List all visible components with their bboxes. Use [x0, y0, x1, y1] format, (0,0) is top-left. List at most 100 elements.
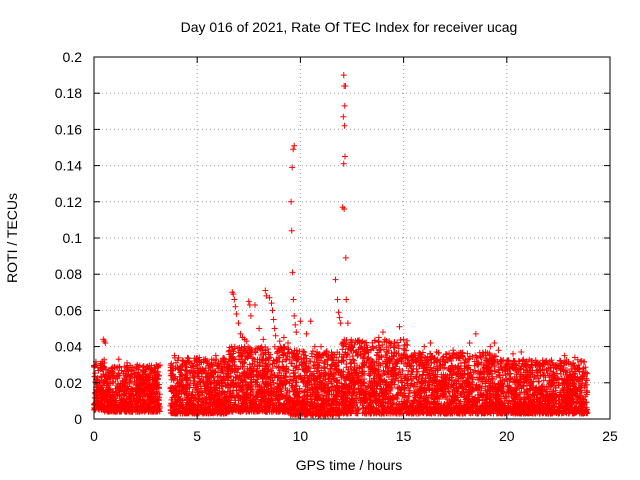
band-point: [274, 373, 281, 380]
band-point: [120, 390, 127, 397]
band-point: [226, 403, 233, 410]
band-point: [91, 402, 98, 409]
band-point: [191, 395, 198, 402]
band-point: [253, 405, 260, 412]
band-point: [154, 369, 161, 376]
band-point: [233, 392, 240, 399]
band-point: [122, 398, 129, 405]
band-point: [156, 391, 163, 398]
band-point: [123, 364, 130, 371]
band-point: [247, 371, 254, 378]
band-point: [149, 367, 156, 374]
band-point: [194, 365, 201, 372]
band-point: [210, 357, 217, 364]
band-point: [168, 367, 175, 374]
band-point: [253, 379, 260, 386]
band-point: [94, 387, 101, 394]
band-point: [241, 400, 248, 407]
band-point: [194, 371, 201, 378]
band-point: [246, 391, 253, 398]
band-point: [251, 358, 258, 365]
band-point: [190, 374, 197, 381]
band-point: [268, 368, 275, 375]
band-point: [149, 368, 156, 375]
band-point: [170, 371, 177, 378]
band-point: [218, 367, 225, 374]
band-point: [301, 349, 308, 356]
band-point: [177, 373, 184, 380]
band-point: [261, 407, 268, 414]
band-point: [130, 367, 137, 374]
band-point: [99, 358, 106, 365]
band-point: [227, 399, 234, 406]
band-point: [199, 404, 206, 411]
band-point: [261, 387, 268, 394]
band-point: [137, 405, 144, 412]
band-point: [121, 391, 128, 398]
band-point: [264, 398, 271, 405]
band-point: [282, 357, 289, 364]
band-point: [246, 361, 253, 368]
band-point: [250, 396, 257, 403]
band-point: [241, 393, 248, 400]
band-point: [118, 367, 125, 374]
band-point: [247, 387, 254, 394]
band-point: [263, 378, 270, 385]
band-point: [105, 387, 112, 394]
band-point: [203, 378, 210, 385]
band-point: [179, 404, 186, 411]
band-point: [262, 347, 269, 354]
band-point: [275, 374, 282, 381]
band-point: [95, 405, 102, 412]
band-point: [96, 391, 103, 398]
band-point: [219, 366, 226, 373]
band-point: [212, 359, 219, 366]
band-point: [132, 401, 139, 408]
band-point: [195, 406, 202, 413]
band-point: [271, 373, 278, 380]
band-point: [137, 376, 144, 383]
band-point: [178, 384, 185, 391]
band-point: [404, 337, 411, 344]
band-point: [273, 363, 280, 370]
band-point: [284, 387, 291, 394]
band-point: [233, 375, 240, 382]
band-point: [186, 369, 193, 376]
band-point: [220, 373, 227, 380]
band-point: [170, 409, 177, 416]
band-point: [237, 363, 244, 370]
band-point: [178, 367, 185, 374]
band-point: [128, 385, 135, 392]
band-point: [293, 357, 300, 364]
band-point: [238, 344, 245, 351]
band-point: [290, 354, 297, 361]
band-point: [126, 377, 133, 384]
band-point: [109, 374, 116, 381]
band-point: [140, 367, 147, 374]
band-point: [153, 399, 160, 406]
band-point: [269, 364, 276, 371]
band-point: [260, 369, 267, 376]
band-point: [278, 388, 285, 395]
band-point: [169, 384, 176, 391]
band-point: [111, 401, 118, 408]
band-point: [226, 344, 233, 351]
band-point: [181, 410, 188, 417]
band-point: [135, 373, 142, 380]
band-point: [274, 380, 281, 387]
band-point: [142, 406, 149, 413]
band-point: [146, 374, 153, 381]
band-point: [248, 399, 255, 406]
band-point: [239, 352, 246, 359]
band-point: [283, 378, 290, 385]
band-point: [139, 368, 146, 375]
band-point: [296, 348, 303, 355]
band-point: [207, 372, 214, 379]
band-point: [180, 383, 187, 390]
band-point: [105, 404, 112, 411]
band-point: [234, 345, 241, 352]
band-point: [226, 351, 233, 358]
band-point: [269, 387, 276, 394]
band-point: [142, 371, 149, 378]
band-point: [184, 376, 191, 383]
